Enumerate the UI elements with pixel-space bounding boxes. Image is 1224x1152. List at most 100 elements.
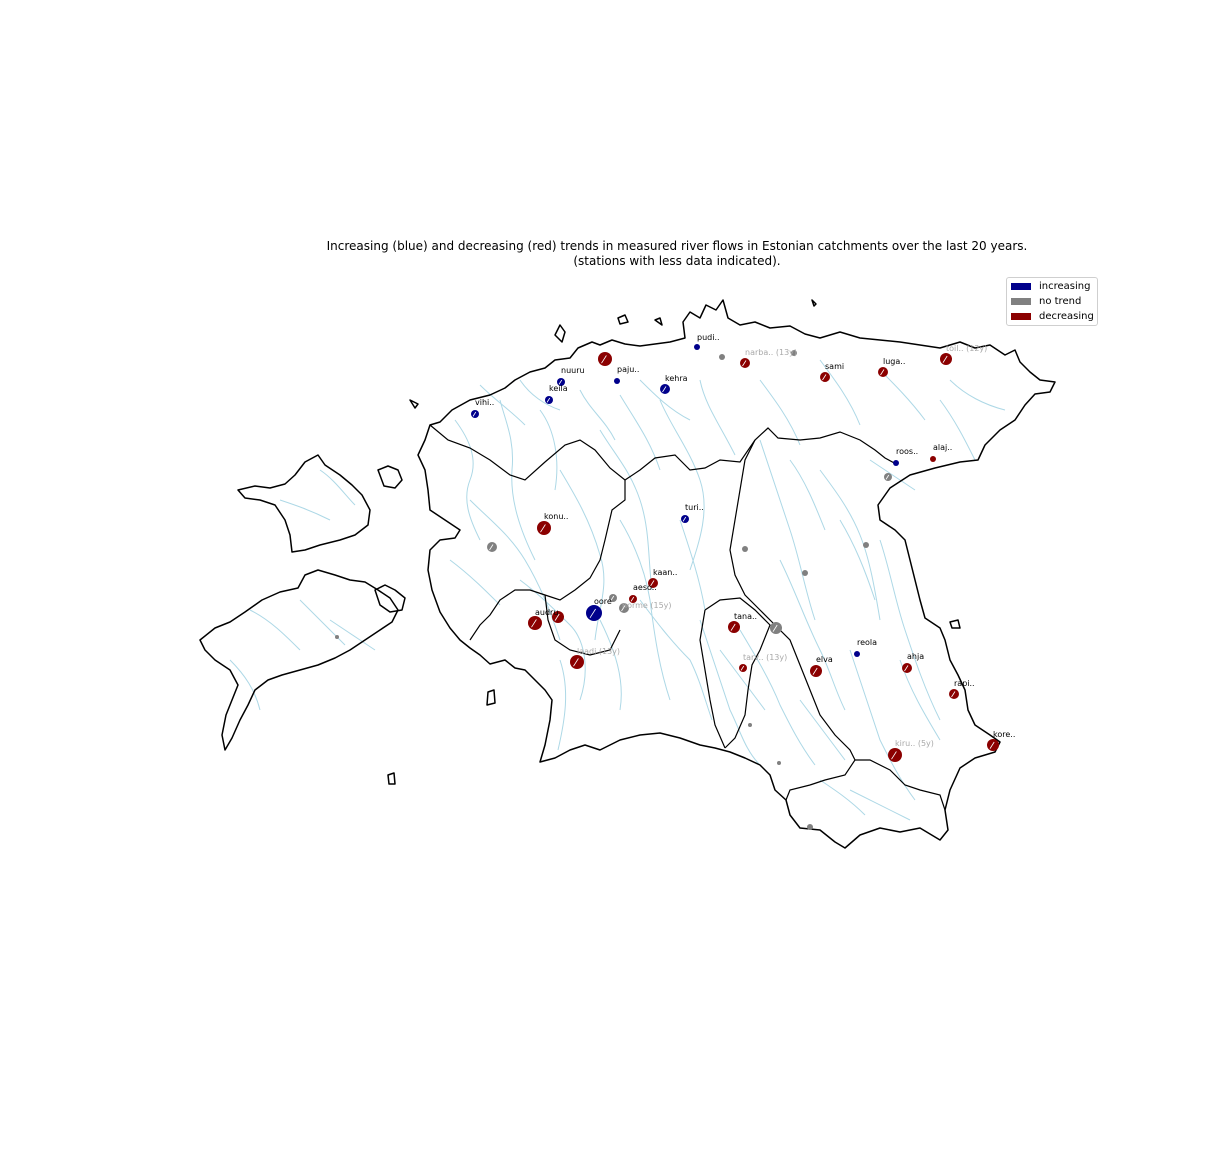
station-label: luga.. xyxy=(883,357,905,366)
map-title-line1: Increasing (blue) and decreasing (red) t… xyxy=(326,239,1028,253)
legend-item-decreasing: decreasing xyxy=(1011,310,1094,322)
station-trend-stroke xyxy=(682,516,687,522)
station-label: nuuru xyxy=(561,366,585,375)
station-label: alaj.. xyxy=(933,443,952,452)
station-trend-stroke xyxy=(472,411,477,417)
station-markers xyxy=(335,344,999,830)
station-label: turi.. xyxy=(685,503,704,512)
station-marker-increasing xyxy=(614,378,620,384)
river-network xyxy=(229,359,1006,821)
station-marker-no-trend xyxy=(742,546,748,552)
station-marker-decreasing xyxy=(598,352,612,366)
station-label: kiru.. (5y) xyxy=(895,739,934,748)
station-trend-stroke xyxy=(650,580,655,587)
station-marker-decreasing xyxy=(728,621,740,633)
legend-item-no-trend: no trend xyxy=(1011,295,1081,307)
station-marker-decreasing xyxy=(930,456,936,462)
station-trend-stroke xyxy=(489,544,494,551)
station-label: keila xyxy=(549,384,568,393)
station-trend-stroke xyxy=(558,379,563,385)
station-trend-stroke xyxy=(662,386,667,393)
station-label: narba.. (13y) xyxy=(745,348,797,357)
station-trend-stroke xyxy=(554,613,560,621)
station-label: paju.. xyxy=(617,365,639,374)
station-label: rapi.. xyxy=(954,679,975,688)
station-trend-stroke xyxy=(610,595,615,601)
station-label: norme (15y) xyxy=(622,601,672,610)
legend-swatch-no-trend xyxy=(1011,297,1031,305)
station-marker-decreasing xyxy=(740,358,750,368)
catchment-borders xyxy=(429,424,946,811)
station-label: kaan.. xyxy=(653,568,677,577)
station-marker-increasing xyxy=(660,384,670,394)
station-marker-decreasing xyxy=(810,665,822,677)
station-trend-stroke xyxy=(546,397,551,403)
station-marker-no-trend xyxy=(777,761,781,765)
legend-item-increasing: increasing xyxy=(1011,280,1090,292)
station-label: roos.. xyxy=(896,447,918,456)
station-trend-stroke xyxy=(880,369,885,376)
station-marker-decreasing xyxy=(940,353,952,365)
station-marker-decreasing xyxy=(878,367,888,377)
station-marker-decreasing xyxy=(902,663,912,673)
station-label: konu.. xyxy=(544,512,568,521)
station-marker-decreasing xyxy=(820,372,830,382)
legend-label-decreasing: decreasing xyxy=(1039,310,1094,322)
station-marker-decreasing xyxy=(528,616,542,630)
station-trend-stroke xyxy=(589,608,596,619)
station-label: laadi (13y) xyxy=(577,647,620,656)
station-label: elva xyxy=(816,655,833,664)
station-label: tana.. xyxy=(734,612,757,621)
station-labels: toil.. (12y) narba.. (13y) pudi.. sami luga.… xyxy=(475,333,1015,748)
station-trend-stroke xyxy=(885,474,890,480)
station-label: kore.. xyxy=(993,730,1015,739)
station-trend-stroke xyxy=(740,665,745,671)
legend-label-increasing: increasing xyxy=(1039,280,1091,292)
station-trend-stroke xyxy=(630,596,635,602)
station-marker-no-trend xyxy=(335,635,339,639)
station-marker-no-trend xyxy=(770,622,782,634)
station-label: aeso.. xyxy=(633,583,657,592)
station-marker-no-trend xyxy=(487,542,497,552)
station-trend-stroke xyxy=(904,665,909,672)
station-trend-stroke xyxy=(772,624,778,632)
station-trend-stroke xyxy=(989,741,995,749)
station-marker-decreasing xyxy=(888,748,902,762)
station-label: reola xyxy=(857,638,877,647)
station-marker-decreasing xyxy=(537,521,551,535)
station-label: audru xyxy=(535,608,558,617)
station-marker-no-trend xyxy=(791,350,797,356)
station-trend-stroke xyxy=(730,623,736,631)
station-trend-stroke xyxy=(742,360,747,367)
station-marker-decreasing xyxy=(949,689,959,699)
station-trend-stroke xyxy=(601,355,607,364)
station-label: oore xyxy=(594,597,612,606)
station-marker-no-trend xyxy=(863,542,869,548)
map-title-line2: (stations with less data indicated). xyxy=(573,254,781,268)
station-marker-decreasing xyxy=(987,739,999,751)
station-marker-no-trend xyxy=(748,723,752,727)
station-trend-stroke xyxy=(812,667,818,675)
legend-label-no-trend: no trend xyxy=(1039,295,1082,307)
station-trend-stroke xyxy=(573,658,579,667)
station-trend-stroke xyxy=(621,605,626,612)
station-label: toil.. (12y) xyxy=(946,344,987,353)
legend-swatch-decreasing xyxy=(1011,312,1031,320)
legend-swatch-increasing xyxy=(1011,282,1031,290)
legend: increasing no trend decreasing xyxy=(1006,277,1098,326)
station-label: sami xyxy=(825,362,844,371)
station-marker-no-trend xyxy=(807,824,813,830)
station-label: pudi.. xyxy=(697,333,720,342)
map-title: Increasing (blue) and decreasing (red) t… xyxy=(0,239,1224,269)
station-marker-increasing xyxy=(893,460,899,466)
station-marker-increasing xyxy=(586,605,602,621)
station-label: ahja xyxy=(907,652,924,661)
station-trend-stroke xyxy=(531,619,537,628)
station-label: kehra xyxy=(665,374,688,383)
station-trend-stroke xyxy=(951,691,956,698)
station-trend-stroke xyxy=(822,374,827,381)
station-marker-increasing xyxy=(854,651,860,657)
station-trend-stroke xyxy=(891,751,897,760)
station-trend-stroke xyxy=(540,524,546,533)
